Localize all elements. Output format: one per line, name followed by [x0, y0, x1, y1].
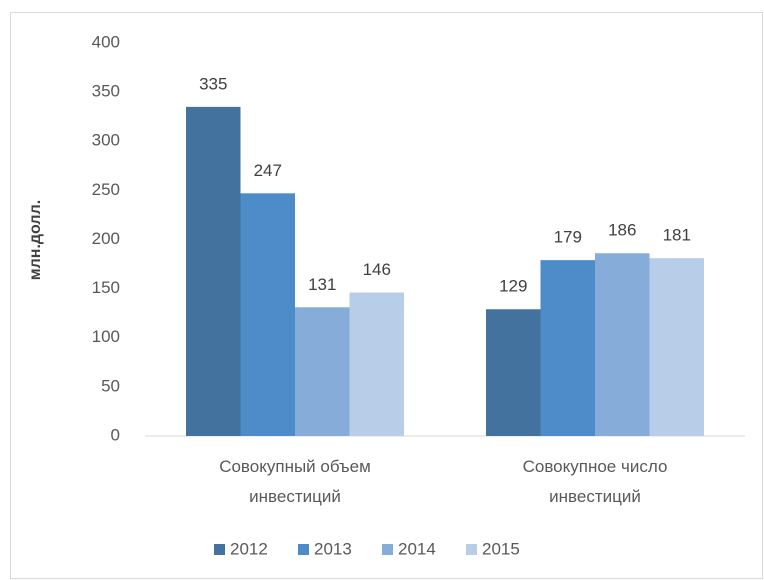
- bar: [595, 253, 650, 436]
- y-tick-label: 300: [92, 131, 120, 150]
- y-axis-label: млн.долл.: [27, 200, 44, 280]
- data-label: 186: [608, 221, 636, 240]
- y-tick-label: 350: [92, 82, 120, 101]
- legend-label: 2013: [314, 539, 352, 558]
- bar: [540, 260, 595, 436]
- legend-swatch: [214, 544, 225, 555]
- legend-swatch: [298, 544, 309, 555]
- data-label: 131: [308, 275, 336, 294]
- y-tick-label: 200: [92, 229, 120, 248]
- y-tick-label: 150: [92, 278, 120, 297]
- legend-swatch: [382, 544, 393, 555]
- x-tick-label: Совокупное число инвестиций: [523, 457, 668, 506]
- data-label: 179: [554, 228, 582, 247]
- bar: [649, 258, 704, 436]
- legend-label: 2015: [482, 539, 520, 558]
- bar: [486, 309, 541, 436]
- bar: [295, 307, 350, 436]
- bar: [240, 193, 295, 436]
- y-tick-label: 0: [111, 425, 120, 444]
- data-label: 247: [254, 161, 282, 180]
- data-label: 335: [199, 74, 227, 93]
- data-label: 146: [363, 260, 391, 279]
- legend-label: 2012: [230, 539, 268, 558]
- legend-label: 2014: [398, 539, 436, 558]
- data-label: 181: [663, 226, 691, 245]
- y-tick-label: 400: [92, 32, 120, 51]
- y-tick-label: 50: [101, 376, 120, 395]
- x-tick-label: Совокупный объем инвестиций: [219, 457, 371, 506]
- y-tick-label: 100: [92, 327, 120, 346]
- bar: [349, 292, 404, 436]
- y-tick-label: 250: [92, 180, 120, 199]
- legend-swatch: [466, 544, 477, 555]
- data-label: 129: [499, 277, 527, 296]
- bar: [186, 106, 241, 437]
